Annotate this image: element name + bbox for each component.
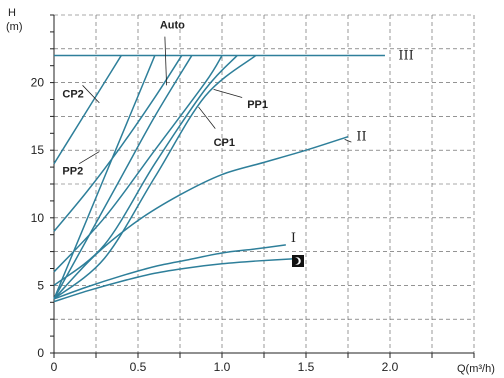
x-tick-label: 1.5 — [298, 360, 315, 374]
y-axis-title: H — [8, 7, 16, 19]
series-cp2 — [53, 55, 122, 165]
annotation-i: I — [291, 231, 296, 246]
annotation-pp2: PP2 — [62, 165, 83, 177]
annotation-pp1: PP1 — [247, 99, 268, 111]
x-tick-label: 2.0 — [382, 360, 399, 374]
moon-icon — [291, 255, 304, 267]
series-curve-3 — [53, 257, 302, 303]
label-leader-line — [78, 151, 100, 165]
axes: 0 0.5 1.0 1.5 2.0 0 5 10 15 20 — [31, 14, 475, 374]
y-tick-label: 0 — [37, 346, 44, 360]
series-pp1 — [53, 54, 257, 300]
series-auto — [53, 55, 183, 232]
x-tick-label: 0.5 — [130, 360, 147, 374]
label-leader-line — [344, 139, 352, 143]
y-tick-label: 20 — [31, 76, 45, 90]
x-tick-label: 1.0 — [214, 360, 231, 374]
series-i — [53, 244, 286, 300]
y-tick-label: 15 — [31, 143, 45, 157]
label-leader-line — [198, 106, 216, 129]
label-leader-line — [82, 85, 100, 104]
moon-icon-shadow — [291, 257, 299, 265]
label-leader-line — [213, 88, 243, 98]
series-curve-10 — [53, 55, 238, 286]
annotation-cp1: CP1 — [214, 137, 235, 149]
annotation-ii: II — [356, 130, 366, 145]
grid — [54, 14, 475, 353]
series-curve-9 — [53, 55, 193, 300]
y-tick-label: 10 — [31, 211, 45, 225]
series-layer — [53, 36, 385, 303]
annotation-auto: Auto — [160, 19, 185, 31]
x-axis-title: Q(m³/h) — [457, 363, 495, 375]
annotation-cp2: CP2 — [62, 88, 83, 100]
x-tick-label: 0 — [51, 360, 58, 374]
y-axis-unit: (m) — [6, 21, 23, 33]
label-leader-line — [164, 36, 167, 86]
series-pp2 — [53, 55, 156, 300]
y-tick-label: 5 — [37, 278, 44, 292]
annotation-iii: III — [398, 49, 413, 64]
